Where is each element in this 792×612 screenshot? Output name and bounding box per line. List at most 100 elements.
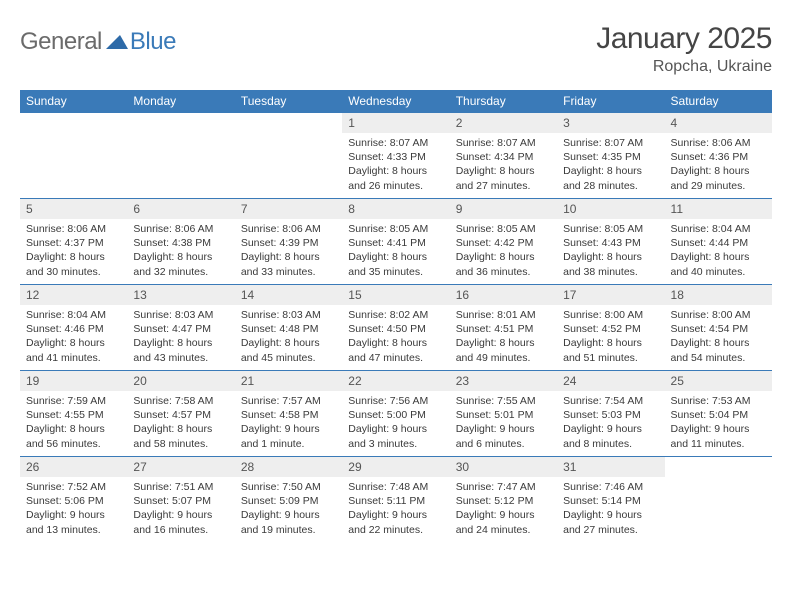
daylight-line-2: and 1 minute. [241, 437, 336, 451]
calendar-day-cell: 13Sunrise: 8:03 AMSunset: 4:47 PMDayligh… [127, 285, 234, 371]
day-number: 2 [450, 113, 557, 133]
sunset-text: Sunset: 4:42 PM [456, 236, 551, 250]
sunrise-text: Sunrise: 8:04 AM [671, 222, 766, 236]
daylight-line-1: Daylight: 8 hours [456, 164, 551, 178]
sunset-text: Sunset: 4:43 PM [563, 236, 658, 250]
sunrise-text: Sunrise: 8:02 AM [348, 308, 443, 322]
day-number [20, 113, 127, 133]
daylight-line-1: Daylight: 9 hours [348, 422, 443, 436]
daylight-line-2: and 26 minutes. [348, 179, 443, 193]
daylight-line-1: Daylight: 8 hours [241, 336, 336, 350]
daylight-line-1: Daylight: 9 hours [456, 508, 551, 522]
sunrise-text: Sunrise: 8:05 AM [348, 222, 443, 236]
sunrise-text: Sunrise: 7:47 AM [456, 480, 551, 494]
day-details: Sunrise: 8:05 AMSunset: 4:43 PMDaylight:… [557, 219, 664, 284]
day-number [235, 113, 342, 133]
calendar-day-cell: 18Sunrise: 8:00 AMSunset: 4:54 PMDayligh… [665, 285, 772, 371]
sunset-text: Sunset: 5:06 PM [26, 494, 121, 508]
calendar-day-cell: 24Sunrise: 7:54 AMSunset: 5:03 PMDayligh… [557, 371, 664, 457]
daylight-line-1: Daylight: 8 hours [241, 250, 336, 264]
daylight-line-2: and 6 minutes. [456, 437, 551, 451]
calendar-day-cell: 14Sunrise: 8:03 AMSunset: 4:48 PMDayligh… [235, 285, 342, 371]
sunrise-text: Sunrise: 7:59 AM [26, 394, 121, 408]
day-details: Sunrise: 8:05 AMSunset: 4:41 PMDaylight:… [342, 219, 449, 284]
sunset-text: Sunset: 4:41 PM [348, 236, 443, 250]
calendar-table: Sunday Monday Tuesday Wednesday Thursday… [20, 90, 772, 543]
day-number: 30 [450, 457, 557, 477]
day-number: 1 [342, 113, 449, 133]
day-number: 7 [235, 199, 342, 219]
sunrise-text: Sunrise: 7:51 AM [133, 480, 228, 494]
sunrise-text: Sunrise: 8:00 AM [671, 308, 766, 322]
calendar-day-cell: 5Sunrise: 8:06 AMSunset: 4:37 PMDaylight… [20, 199, 127, 285]
calendar-day-cell: 10Sunrise: 8:05 AMSunset: 4:43 PMDayligh… [557, 199, 664, 285]
daylight-line-2: and 22 minutes. [348, 523, 443, 537]
sunrise-text: Sunrise: 8:03 AM [241, 308, 336, 322]
day-details: Sunrise: 7:52 AMSunset: 5:06 PMDaylight:… [20, 477, 127, 542]
daylight-line-2: and 29 minutes. [671, 179, 766, 193]
day-details: Sunrise: 7:55 AMSunset: 5:01 PMDaylight:… [450, 391, 557, 456]
calendar-day-cell: 26Sunrise: 7:52 AMSunset: 5:06 PMDayligh… [20, 457, 127, 543]
sunset-text: Sunset: 4:37 PM [26, 236, 121, 250]
day-details: Sunrise: 8:04 AMSunset: 4:46 PMDaylight:… [20, 305, 127, 370]
daylight-line-1: Daylight: 8 hours [26, 336, 121, 350]
daylight-line-1: Daylight: 9 hours [241, 508, 336, 522]
sunrise-text: Sunrise: 8:00 AM [563, 308, 658, 322]
daylight-line-2: and 27 minutes. [563, 523, 658, 537]
daylight-line-1: Daylight: 9 hours [563, 508, 658, 522]
day-number: 23 [450, 371, 557, 391]
sunset-text: Sunset: 4:39 PM [241, 236, 336, 250]
calendar-day-cell: 23Sunrise: 7:55 AMSunset: 5:01 PMDayligh… [450, 371, 557, 457]
daylight-line-2: and 47 minutes. [348, 351, 443, 365]
calendar-week-row: 1Sunrise: 8:07 AMSunset: 4:33 PMDaylight… [20, 113, 772, 199]
daylight-line-1: Daylight: 9 hours [26, 508, 121, 522]
sunrise-text: Sunrise: 8:03 AM [133, 308, 228, 322]
calendar-day-cell: 28Sunrise: 7:50 AMSunset: 5:09 PMDayligh… [235, 457, 342, 543]
day-number [665, 457, 772, 477]
day-details: Sunrise: 7:58 AMSunset: 4:57 PMDaylight:… [127, 391, 234, 456]
sunset-text: Sunset: 4:33 PM [348, 150, 443, 164]
day-number: 21 [235, 371, 342, 391]
day-number [127, 113, 234, 133]
daylight-line-2: and 24 minutes. [456, 523, 551, 537]
sunset-text: Sunset: 4:48 PM [241, 322, 336, 336]
day-number: 17 [557, 285, 664, 305]
day-number: 16 [450, 285, 557, 305]
daylight-line-1: Daylight: 8 hours [671, 336, 766, 350]
daylight-line-1: Daylight: 9 hours [456, 422, 551, 436]
sunrise-text: Sunrise: 8:06 AM [671, 136, 766, 150]
sunset-text: Sunset: 4:51 PM [456, 322, 551, 336]
day-details: Sunrise: 8:05 AMSunset: 4:42 PMDaylight:… [450, 219, 557, 284]
day-details: Sunrise: 7:54 AMSunset: 5:03 PMDaylight:… [557, 391, 664, 456]
daylight-line-2: and 54 minutes. [671, 351, 766, 365]
calendar-day-cell: 21Sunrise: 7:57 AMSunset: 4:58 PMDayligh… [235, 371, 342, 457]
sunset-text: Sunset: 4:38 PM [133, 236, 228, 250]
sunset-text: Sunset: 5:14 PM [563, 494, 658, 508]
calendar-day-cell: 19Sunrise: 7:59 AMSunset: 4:55 PMDayligh… [20, 371, 127, 457]
day-header: Tuesday [235, 90, 342, 113]
daylight-line-1: Daylight: 8 hours [133, 336, 228, 350]
sunset-text: Sunset: 4:44 PM [671, 236, 766, 250]
daylight-line-1: Daylight: 8 hours [671, 164, 766, 178]
daylight-line-1: Daylight: 9 hours [133, 508, 228, 522]
daylight-line-2: and 8 minutes. [563, 437, 658, 451]
day-number: 19 [20, 371, 127, 391]
daylight-line-2: and 32 minutes. [133, 265, 228, 279]
day-header: Saturday [665, 90, 772, 113]
day-number: 18 [665, 285, 772, 305]
calendar-day-cell: 4Sunrise: 8:06 AMSunset: 4:36 PMDaylight… [665, 113, 772, 199]
day-details: Sunrise: 8:07 AMSunset: 4:35 PMDaylight:… [557, 133, 664, 198]
day-header: Friday [557, 90, 664, 113]
sunset-text: Sunset: 5:01 PM [456, 408, 551, 422]
daylight-line-2: and 51 minutes. [563, 351, 658, 365]
sunset-text: Sunset: 5:00 PM [348, 408, 443, 422]
day-number: 22 [342, 371, 449, 391]
day-number: 24 [557, 371, 664, 391]
sunset-text: Sunset: 5:03 PM [563, 408, 658, 422]
sunset-text: Sunset: 5:04 PM [671, 408, 766, 422]
calendar-day-cell [20, 113, 127, 199]
sunset-text: Sunset: 4:35 PM [563, 150, 658, 164]
day-details: Sunrise: 8:03 AMSunset: 4:48 PMDaylight:… [235, 305, 342, 370]
day-details: Sunrise: 7:48 AMSunset: 5:11 PMDaylight:… [342, 477, 449, 542]
calendar-day-cell: 9Sunrise: 8:05 AMSunset: 4:42 PMDaylight… [450, 199, 557, 285]
